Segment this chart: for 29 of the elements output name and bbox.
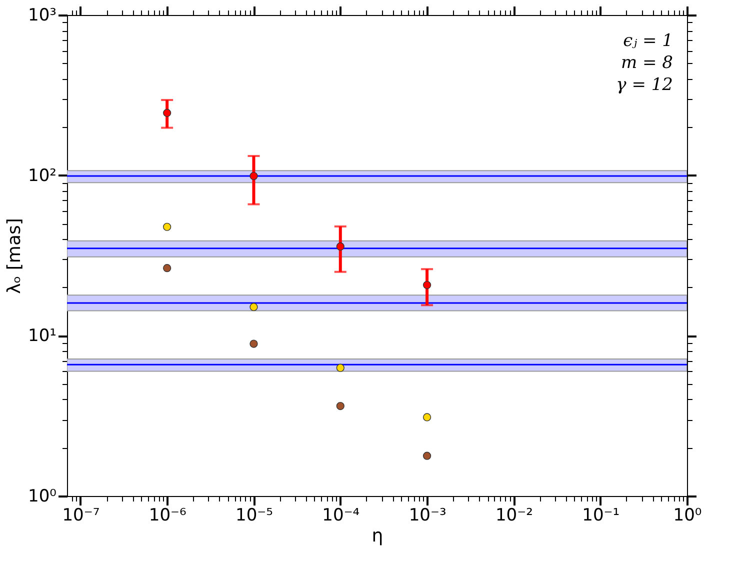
y-tick-label: 10³ [28,6,56,26]
point [422,452,432,460]
x-tick-label: 10⁻⁷ [62,506,100,526]
point [336,242,344,251]
x-tick-label: 10⁻⁶ [148,506,186,526]
y-tick-label: 10⁰ [28,486,57,506]
point [250,172,258,180]
x-axis-title: η [372,526,384,546]
point [336,364,344,372]
x-tick-label: 10⁻³ [408,506,446,526]
point [163,108,172,117]
x-tick-label: 10⁰ [673,506,702,526]
point [336,402,344,410]
annotation: γ = 12 [616,75,673,95]
point [422,280,432,290]
point [250,340,258,348]
x-tick-label: 10⁻⁵ [236,506,273,526]
y-tick-label: 10² [28,166,56,186]
point [250,302,258,312]
x-tick-label: 10⁻¹ [582,506,620,526]
point [163,222,172,231]
x-tick-label: 10⁻⁴ [322,506,360,526]
point [422,413,432,422]
y-tick-label: 10¹ [28,326,56,346]
annotation: m = 8 [621,53,674,73]
y-axis-title: λₒ [mas] [4,218,26,294]
point [163,264,172,272]
x-tick-label: 10⁻² [495,506,533,526]
annotation: ϵⱼ = 1 [623,31,673,51]
